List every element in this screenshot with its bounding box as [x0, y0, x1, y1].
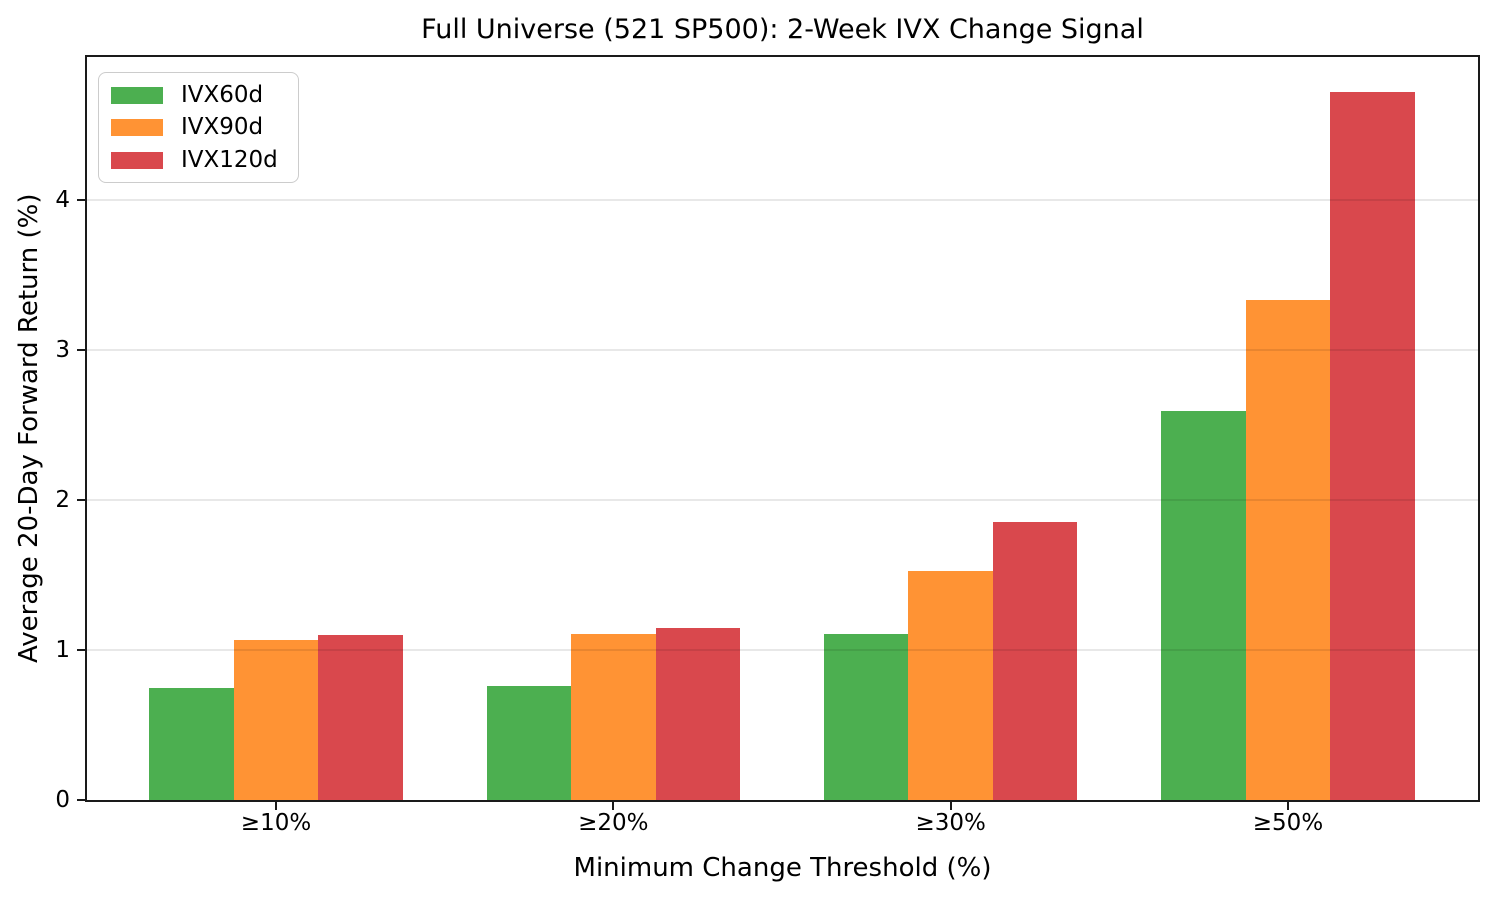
legend-row-ivx120d: IVX120d — [111, 147, 278, 173]
y-tick-label-3: 3 — [55, 336, 70, 363]
legend-swatch-ivx90d — [111, 119, 163, 137]
bar-ivx90d-cat2 — [908, 570, 993, 800]
y-axis-label: Average 20-Day Forward Return (%) — [14, 193, 44, 664]
gridline-y1 — [87, 648, 1478, 651]
plot-area: IVX60d IVX90d IVX120d — [85, 55, 1480, 802]
y-tick-mark-2 — [77, 498, 85, 501]
gridline-y2 — [87, 498, 1478, 501]
bar-ivx120d-cat0 — [318, 635, 403, 800]
x-tick-mark-cat0 — [275, 802, 277, 810]
bar-ivx120d-cat1 — [655, 627, 741, 800]
x-tick-mark-cat3 — [1286, 802, 1289, 810]
bar-ivx90d-cat1 — [571, 633, 656, 800]
y-tick-mark-4 — [77, 198, 85, 201]
x-tick-mark-cat1 — [612, 802, 615, 810]
legend-row-ivx60d: IVX60d — [111, 82, 278, 108]
y-tick-mark-3 — [77, 348, 85, 351]
x-tick-label-cat0: ≥10% — [240, 810, 312, 836]
x-tick-label-cat1: ≥20% — [578, 810, 649, 836]
legend: IVX60d IVX90d IVX120d — [98, 72, 299, 184]
legend-row-ivx90d: IVX90d — [111, 114, 278, 140]
chart-title: Full Universe (521 SP500): 2-Week IVX Ch… — [421, 14, 1144, 45]
x-tick-label-cat3: ≥50% — [1252, 810, 1324, 836]
legend-swatch-ivx60d — [111, 86, 163, 104]
x-tick-label-cat2: ≥30% — [915, 810, 986, 836]
gridline-y4 — [87, 198, 1478, 201]
bar-ivx90d-cat3 — [1245, 300, 1331, 800]
bar-ivx60d-cat3 — [1161, 411, 1246, 800]
y-tick-mark-0 — [77, 799, 85, 801]
legend-label-ivx60d: IVX60d — [181, 82, 264, 108]
y-tick-label-1: 1 — [55, 636, 70, 663]
legend-label-ivx120d: IVX120d — [181, 146, 278, 173]
bar-ivx60d-cat0 — [149, 687, 234, 800]
legend-swatch-ivx120d — [111, 151, 163, 169]
x-axis-label: Minimum Change Threshold (%) — [573, 853, 992, 883]
bar-ivx120d-cat3 — [1330, 91, 1415, 800]
y-tick-label-2: 2 — [55, 486, 70, 513]
y-tick-label-4: 4 — [55, 186, 70, 213]
bar-ivx90d-cat0 — [233, 639, 319, 800]
bar-ivx60d-cat1 — [486, 686, 572, 800]
y-tick-label-0: 0 — [55, 787, 70, 813]
bar-ivx120d-cat2 — [992, 522, 1078, 800]
bar-ivx60d-cat2 — [823, 633, 909, 800]
x-tick-mark-cat2 — [949, 802, 952, 810]
legend-label-ivx90d: IVX90d — [181, 114, 264, 141]
y-tick-mark-1 — [77, 648, 85, 651]
gridline-y3 — [87, 348, 1478, 351]
